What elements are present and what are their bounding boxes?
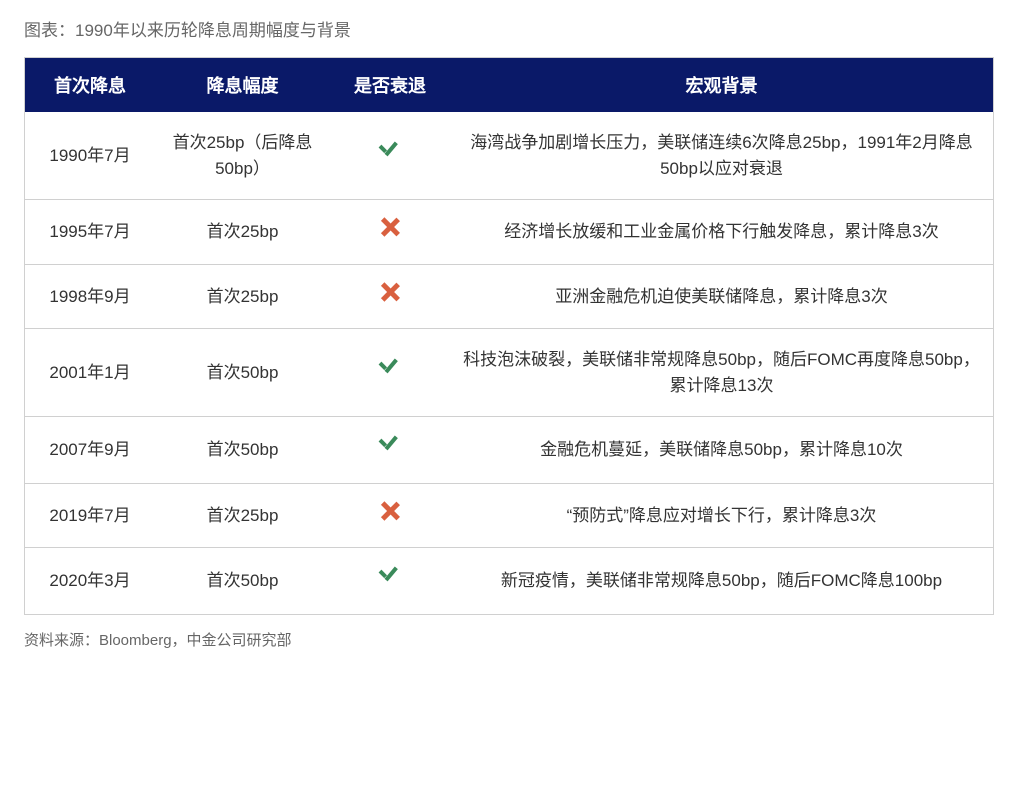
- source-text: 资料来源：Bloomberg，中金公司研究部: [24, 629, 994, 650]
- header-date: 首次降息: [25, 58, 155, 112]
- cell-recession: [330, 548, 450, 614]
- cross-icon: [380, 218, 400, 238]
- cell-date: 1998年9月: [25, 264, 155, 329]
- cell-date: 2020年3月: [25, 548, 155, 614]
- header-magnitude: 降息幅度: [155, 58, 330, 112]
- cell-date: 2001年1月: [25, 329, 155, 417]
- cell-context: 科技泡沫破裂，美联储非常规降息50bp，随后FOMC再度降息50bp，累计降息1…: [450, 329, 993, 417]
- cell-magnitude: 首次50bp: [155, 417, 330, 484]
- cell-recession: [330, 264, 450, 329]
- table-row: 2007年9月首次50bp 金融危机蔓延，美联储降息50bp，累计降息10次: [25, 417, 993, 484]
- cell-recession: [330, 200, 450, 265]
- cell-recession: [330, 112, 450, 200]
- cell-context: 亚洲金融危机迫使美联储降息，累计降息3次: [450, 264, 993, 329]
- cross-icon: [380, 502, 400, 522]
- cell-magnitude: 首次25bp: [155, 200, 330, 265]
- chart-title: 图表：1990年以来历轮降息周期幅度与背景: [24, 16, 994, 41]
- check-icon: [379, 358, 401, 380]
- table-body: 1990年7月首次25bp（后降息50bp） 海湾战争加剧增长压力，美联储连续6次…: [25, 112, 993, 614]
- cell-context: 海湾战争加剧增长压力，美联储连续6次降息25bp，1991年2月降息50bp以应…: [450, 112, 993, 200]
- cell-recession: [330, 417, 450, 484]
- cell-magnitude: 首次50bp: [155, 548, 330, 614]
- cell-magnitude: 首次50bp: [155, 329, 330, 417]
- cell-date: 1990年7月: [25, 112, 155, 200]
- cell-magnitude: 首次25bp（后降息50bp）: [155, 112, 330, 200]
- cell-recession: [330, 329, 450, 417]
- cell-context: 新冠疫情，美联储非常规降息50bp，随后FOMC降息100bp: [450, 548, 993, 614]
- rate-cut-table-container: 首次降息 降息幅度 是否衰退 宏观背景 1990年7月首次25bp（后降息50b…: [24, 57, 994, 615]
- cell-context: “预防式”降息应对增长下行，累计降息3次: [450, 483, 993, 548]
- table-row: 1990年7月首次25bp（后降息50bp） 海湾战争加剧增长压力，美联储连续6次…: [25, 112, 993, 200]
- rate-cut-table: 首次降息 降息幅度 是否衰退 宏观背景 1990年7月首次25bp（后降息50b…: [25, 58, 993, 614]
- table-row: 2020年3月首次50bp 新冠疫情，美联储非常规降息50bp，随后FOMC降息1…: [25, 548, 993, 614]
- cell-context: 金融危机蔓延，美联储降息50bp，累计降息10次: [450, 417, 993, 484]
- cell-recession: [330, 483, 450, 548]
- cell-magnitude: 首次25bp: [155, 264, 330, 329]
- header-context: 宏观背景: [450, 58, 993, 112]
- cell-magnitude: 首次25bp: [155, 483, 330, 548]
- table-row: 2019年7月首次25bp “预防式”降息应对增长下行，累计降息3次: [25, 483, 993, 548]
- table-row: 1998年9月首次25bp 亚洲金融危机迫使美联储降息，累计降息3次: [25, 264, 993, 329]
- table-row: 1995年7月首次25bp 经济增长放缓和工业金属价格下行触发降息，累计降息3次: [25, 200, 993, 265]
- table-row: 2001年1月首次50bp 科技泡沫破裂，美联储非常规降息50bp，随后FOMC再…: [25, 329, 993, 417]
- cross-icon: [380, 283, 400, 303]
- check-icon: [379, 566, 401, 588]
- cell-date: 1995年7月: [25, 200, 155, 265]
- check-icon: [379, 141, 401, 163]
- check-icon: [379, 435, 401, 457]
- header-recession: 是否衰退: [330, 58, 450, 112]
- cell-date: 2019年7月: [25, 483, 155, 548]
- table-header-row: 首次降息 降息幅度 是否衰退 宏观背景: [25, 58, 993, 112]
- cell-date: 2007年9月: [25, 417, 155, 484]
- cell-context: 经济增长放缓和工业金属价格下行触发降息，累计降息3次: [450, 200, 993, 265]
